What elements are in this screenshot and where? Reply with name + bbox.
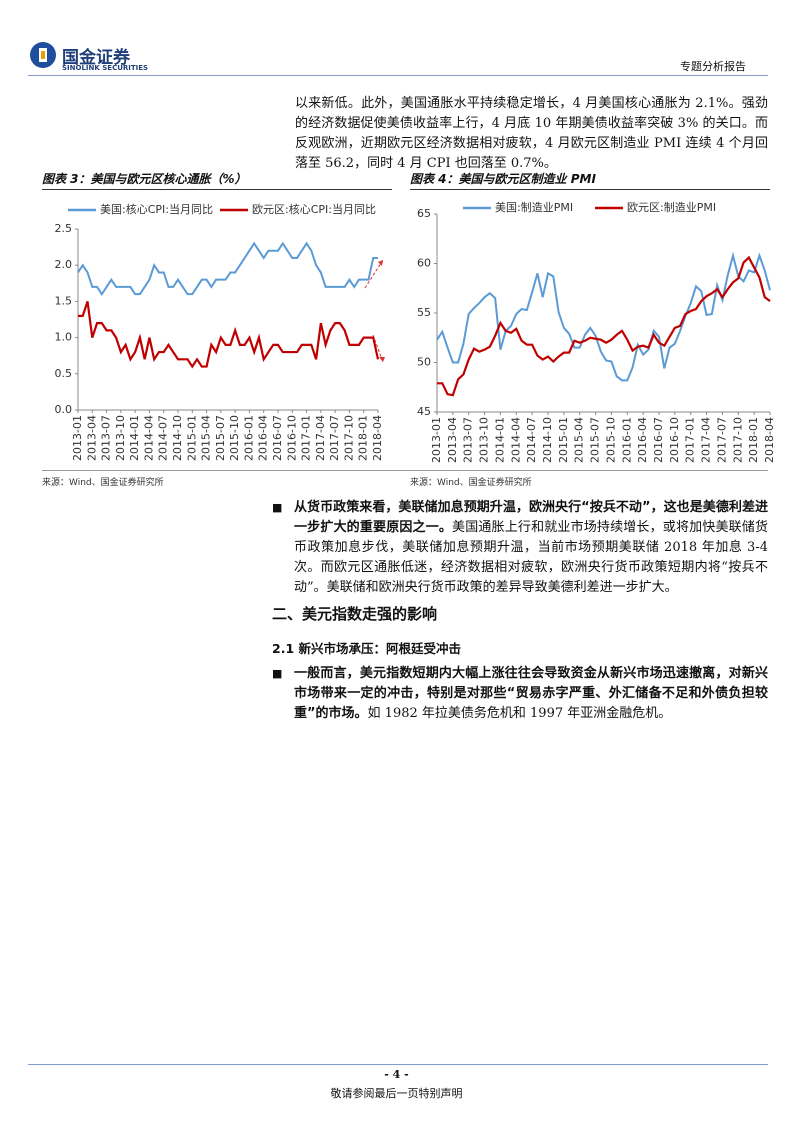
y-tick-label: 60	[417, 257, 431, 270]
bold-text: 一般而言，美元指数短期内大幅上涨往往会导致资金从新兴市场迅速撤离，对新兴市场带来…	[294, 666, 768, 721]
x-tick-label: 2015-04	[573, 417, 586, 463]
x-tick-label: 2017-07	[328, 415, 341, 461]
y-tick-label: 55	[417, 306, 431, 319]
chart-title: 图表 4：美国与欧元区制造业 PMI	[410, 170, 770, 190]
x-tick-label: 2013-07	[462, 417, 475, 463]
x-tick-label: 2017-01	[684, 417, 697, 463]
series-line	[77, 241, 378, 296]
x-tick-label: 2013-10	[478, 417, 491, 463]
legend-label: 美国:制造业PMI	[495, 200, 573, 214]
y-tick-label: 1.5	[55, 294, 73, 307]
x-tick-label: 2018-04	[371, 415, 384, 461]
x-tick-label: 2017-10	[342, 415, 355, 461]
x-tick-label: 2015-07	[214, 415, 227, 461]
x-tick-label: 2013-04	[85, 415, 98, 461]
legend-label: 欧元区:制造业PMI	[627, 200, 716, 214]
x-tick-label: 2016-10	[285, 415, 298, 461]
bold-text: 从货币政策来看，美联储加息预期升温，欧洲央行“按兵不动”，这也是美德利差进一步扩…	[294, 500, 768, 535]
series-line	[78, 301, 380, 369]
footer-rule	[28, 1064, 768, 1065]
subsection-heading: 2.1 新兴市场承压：阿根廷受冲击	[272, 641, 461, 656]
x-tick-label: 2016-07	[271, 415, 284, 461]
x-tick-label: 2016-04	[257, 415, 270, 461]
x-tick-label: 2017-07	[715, 417, 728, 463]
source-rule	[42, 470, 768, 471]
bullet-paragraph: 一般而言，美元指数短期内大幅上涨往往会导致资金从新兴市场迅速撤离，对新兴市场带来…	[272, 664, 768, 724]
x-tick-label: 2013-10	[114, 415, 127, 461]
company-name-en: SINOLINK SECURITIES	[62, 64, 149, 72]
y-tick-label: 0.0	[55, 403, 73, 416]
series-line	[436, 251, 771, 382]
x-tick-label: 2018-01	[747, 417, 760, 463]
x-tick-label: 2015-10	[228, 415, 241, 461]
chart-source: 来源：Wind、国金证券研究所	[42, 478, 164, 488]
x-tick-label: 2013-01	[430, 417, 443, 463]
legend-label: 欧元区:核心CPI:当月同比	[252, 202, 376, 216]
x-tick-label: 2015-01	[185, 415, 198, 461]
x-tick-label: 2018-04	[763, 417, 775, 463]
y-tick-label: 2.0	[55, 258, 73, 271]
chart-source: 来源：Wind、国金证券研究所	[410, 478, 532, 488]
series-line	[437, 255, 771, 397]
trend-arrow	[364, 259, 384, 289]
disclaimer: 敬请参阅最后一页特别声明	[330, 1087, 463, 1100]
x-tick-label: 2014-07	[525, 417, 538, 463]
report-type: 专题分析报告	[680, 60, 746, 73]
x-tick-label: 2016-01	[620, 417, 633, 463]
section-heading: 二、美元指数走强的影响	[272, 605, 438, 623]
x-tick-label: 2016-07	[652, 417, 665, 463]
x-tick-label: 2016-04	[636, 417, 649, 463]
y-tick-label: 2.5	[55, 222, 73, 235]
x-tick-label: 2014-01	[128, 415, 141, 461]
y-tick-label: 50	[417, 356, 431, 369]
x-tick-label: 2015-04	[200, 415, 213, 461]
x-tick-label: 2013-07	[100, 415, 113, 461]
x-tick-label: 2015-01	[557, 417, 570, 463]
intro-paragraph: 以来新低。此外，美国通胀水平持续稳定增长，4 月美国核心通胀为 2.1%。强劲的…	[295, 96, 768, 171]
body-text: 美国通胀上行和就业市场持续增长，或将加快美联储货币政策加息步伐，美联储加息预期升…	[294, 520, 768, 595]
x-tick-label: 2014-10	[541, 417, 554, 463]
y-tick-label: 1.0	[55, 331, 73, 344]
legend-label: 美国:核心CPI:当月同比	[100, 202, 213, 216]
x-tick-label: 2014-10	[171, 415, 184, 461]
body-text: 如 1982 年拉美债务危机和 1997 年亚洲金融危机。	[367, 706, 672, 721]
y-tick-label: 65	[417, 207, 431, 220]
x-tick-label: 2013-01	[71, 415, 84, 461]
x-tick-label: 2017-04	[314, 415, 327, 461]
x-tick-label: 2014-04	[142, 415, 155, 461]
arrow-head	[378, 260, 383, 266]
company-name: 国金证券	[62, 48, 130, 68]
bullet-paragraph: 从货币政策来看，美联储加息预期升温，欧洲央行“按兵不动”，这也是美德利差进一步扩…	[272, 498, 768, 598]
chart-title: 图表 3：美国与欧元区核心通胀（%）	[42, 170, 392, 190]
x-tick-label: 2014-01	[493, 417, 506, 463]
x-tick-label: 2016-01	[242, 415, 255, 461]
x-tick-label: 2014-04	[509, 417, 522, 463]
x-tick-label: 2015-07	[589, 417, 602, 463]
x-tick-label: 2017-01	[300, 415, 313, 461]
x-tick-label: 2014-07	[157, 415, 170, 461]
y-tick-label: 0.5	[55, 367, 73, 380]
x-tick-label: 2017-04	[700, 417, 713, 463]
x-tick-label: 2015-10	[604, 417, 617, 463]
arrow-head	[379, 357, 385, 362]
x-tick-label: 2013-04	[446, 417, 459, 463]
x-tick-label: 2018-01	[357, 415, 370, 461]
logo-icon	[30, 42, 56, 68]
page-number: - 4 -	[384, 1068, 409, 1081]
header-rule	[28, 75, 768, 76]
x-tick-label: 2016-10	[668, 417, 681, 463]
y-tick-label: 45	[417, 405, 431, 418]
x-tick-label: 2017-10	[731, 417, 744, 463]
